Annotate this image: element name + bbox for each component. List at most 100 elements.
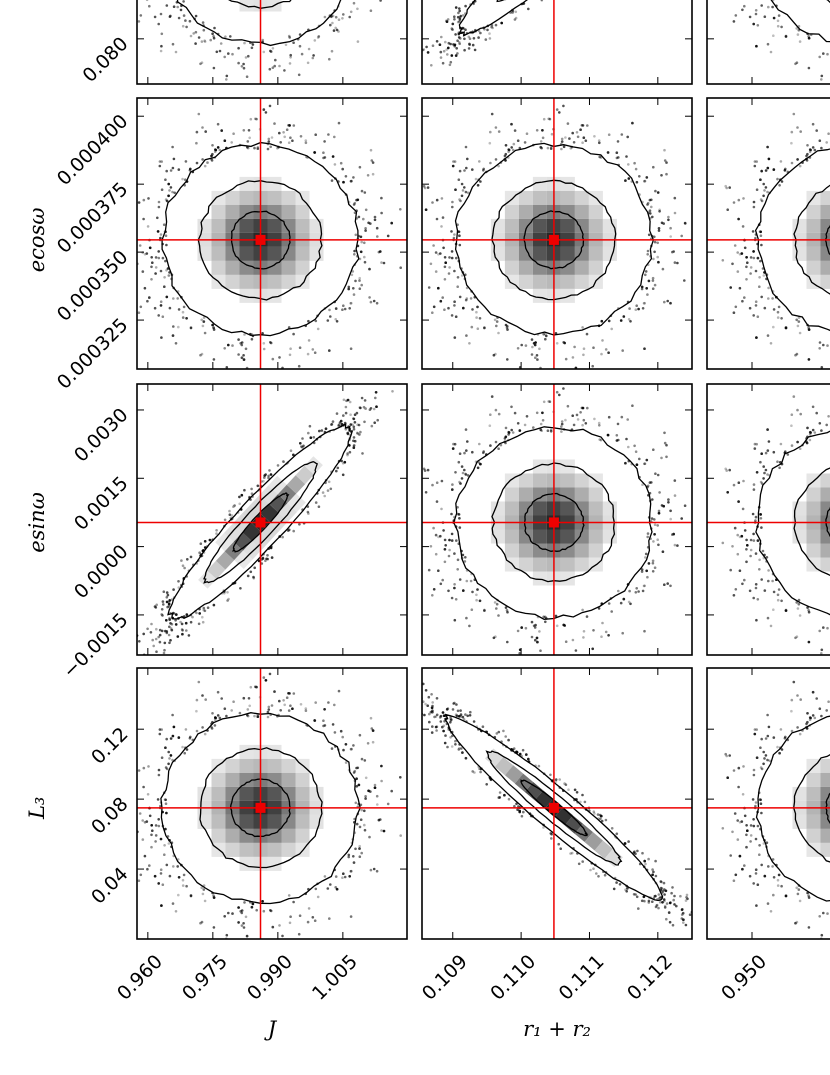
sample-point xyxy=(807,328,811,331)
sample-point xyxy=(760,243,763,247)
sample-point xyxy=(766,449,770,452)
sample-point xyxy=(307,907,311,910)
sample-point xyxy=(168,599,171,602)
sample-point xyxy=(499,443,503,447)
sample-point xyxy=(267,708,271,711)
sample-point xyxy=(203,732,207,736)
density-cell xyxy=(532,459,547,474)
sample-point xyxy=(665,455,668,459)
sample-point xyxy=(610,610,613,613)
sample-point xyxy=(749,266,753,269)
sample-point xyxy=(615,151,619,154)
sample-point xyxy=(291,707,294,710)
sample-point xyxy=(541,419,545,422)
sample-point xyxy=(210,154,213,158)
sample-point xyxy=(597,139,601,142)
sample-point xyxy=(183,751,186,755)
sample-point xyxy=(815,129,818,132)
sample-point xyxy=(281,535,284,539)
density-cell xyxy=(281,218,296,233)
sample-point xyxy=(358,825,362,829)
sample-point xyxy=(246,574,250,578)
sample-point xyxy=(287,34,291,38)
sample-point xyxy=(188,736,192,740)
sample-point xyxy=(646,203,649,206)
sample-point xyxy=(647,233,651,237)
sample-point xyxy=(726,208,729,211)
sample-point xyxy=(142,785,145,789)
sample-point xyxy=(262,50,266,54)
sample-point xyxy=(184,178,187,181)
sample-point xyxy=(157,818,160,821)
sample-point xyxy=(270,136,274,139)
sample-point xyxy=(204,130,207,133)
sample-point xyxy=(643,179,647,183)
sample-point xyxy=(645,287,648,290)
sample-point xyxy=(471,308,474,311)
sample-point xyxy=(349,869,353,873)
sample-point xyxy=(617,589,620,593)
sample-point xyxy=(399,266,403,270)
sample-point xyxy=(657,227,661,230)
sample-point xyxy=(342,304,345,308)
sample-point xyxy=(181,884,185,887)
density-cell xyxy=(211,190,226,205)
sample-point xyxy=(667,498,670,501)
sample-point xyxy=(160,613,163,616)
sample-point xyxy=(462,27,466,30)
sample-point xyxy=(237,921,240,924)
density-cell xyxy=(588,529,603,544)
sample-point xyxy=(342,180,345,184)
sample-point xyxy=(518,429,522,432)
sample-point xyxy=(606,433,610,437)
sample-point xyxy=(456,568,460,571)
sample-point xyxy=(510,428,513,432)
density-cell xyxy=(281,814,296,829)
density-cell xyxy=(267,856,282,871)
sample-point xyxy=(435,500,439,503)
sample-point xyxy=(652,540,655,543)
density-cell xyxy=(267,814,282,829)
sample-point xyxy=(375,301,379,305)
sample-point xyxy=(165,199,169,203)
sample-point xyxy=(562,145,566,149)
sample-point xyxy=(341,308,344,312)
sample-point xyxy=(226,599,229,602)
sample-point xyxy=(317,35,321,38)
sample-point xyxy=(240,356,244,360)
sample-point xyxy=(743,296,746,299)
sample-point xyxy=(200,352,204,356)
sample-point xyxy=(432,526,435,530)
sample-point xyxy=(127,827,130,830)
sample-point xyxy=(363,420,366,424)
sample-point xyxy=(809,431,812,434)
sample-point xyxy=(201,21,205,24)
sample-point xyxy=(349,301,353,305)
sample-point xyxy=(289,915,292,918)
sample-point xyxy=(507,148,511,152)
sample-point xyxy=(213,718,217,722)
sample-point xyxy=(597,607,601,610)
sample-point xyxy=(168,874,172,878)
sample-point xyxy=(657,509,661,513)
sample-point xyxy=(142,198,146,202)
sample-point xyxy=(495,607,498,610)
sample-point xyxy=(456,506,459,509)
density-cell xyxy=(267,842,282,857)
sample-point xyxy=(640,568,644,571)
sample-point xyxy=(760,169,763,173)
sample-point xyxy=(752,256,756,260)
sample-point xyxy=(524,344,528,347)
sample-point xyxy=(216,690,220,694)
sample-point xyxy=(213,724,217,727)
sample-point xyxy=(452,160,455,163)
sample-point xyxy=(323,140,326,143)
sample-point xyxy=(607,602,611,605)
sample-point xyxy=(354,847,357,851)
density-cell xyxy=(267,218,282,233)
sample-point xyxy=(335,320,339,323)
sample-point xyxy=(494,635,497,638)
sample-point xyxy=(457,512,460,516)
sample-point xyxy=(164,629,167,633)
sample-point xyxy=(450,230,453,233)
